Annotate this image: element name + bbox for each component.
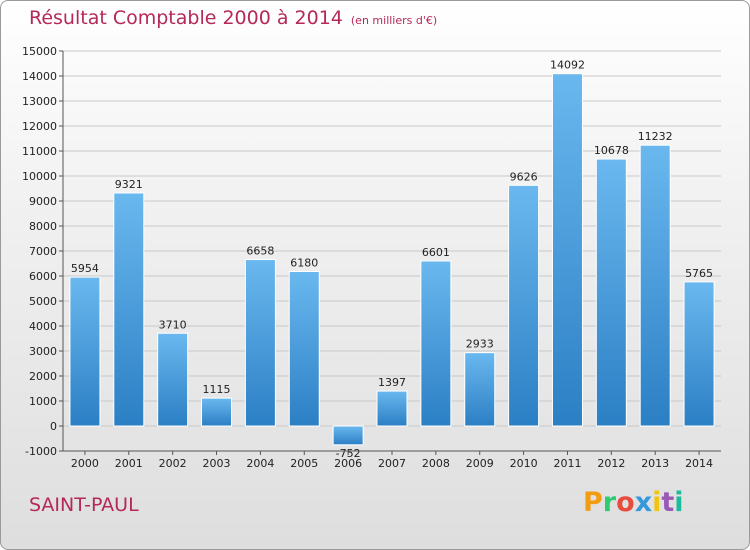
logo-letter: t (661, 487, 675, 518)
bar-2005 (288, 271, 320, 427)
bars (69, 73, 715, 446)
y-tick-label: 13000 (22, 95, 57, 108)
x-axis-ticks: 2000 2001 2002 2003 2004 2005 2006 2007 2008 2009… (71, 451, 713, 470)
x-tick-label-2002: 2002 (159, 457, 187, 470)
x-tick-label-2013: 2013 (641, 457, 669, 470)
x-tick-label-2001: 2001 (115, 457, 143, 470)
y-tick-label: 14000 (22, 70, 57, 83)
data-label-2012: 10678 (594, 144, 629, 157)
bar-2003 (201, 397, 233, 427)
x-tick-label-2007: 2007 (378, 457, 406, 470)
logo-letter: x (634, 487, 653, 518)
y-tick-label: 3000 (29, 345, 57, 358)
y-tick-label: 11000 (22, 145, 57, 158)
bar-2011 (551, 73, 583, 427)
y-tick-label: 0 (50, 420, 57, 433)
data-label-2013: 11232 (638, 130, 673, 143)
bar-2014 (683, 281, 715, 427)
x-tick-label-2011: 2011 (553, 457, 581, 470)
y-tick-label: -1000 (25, 445, 57, 458)
x-tick-label-2008: 2008 (422, 457, 450, 470)
data-label-2008: 6601 (422, 246, 450, 259)
x-tick-label-2003: 2003 (203, 457, 231, 470)
y-tick-label: 8000 (29, 220, 57, 233)
chart-title: Résultat Comptable 2000 à 2014 (en millie… (29, 7, 437, 29)
data-label-2002: 3710 (159, 318, 187, 331)
x-tick-label-2009: 2009 (466, 457, 494, 470)
y-tick-label: 6000 (29, 270, 57, 283)
bar-2000 (69, 276, 101, 427)
data-label-2007: 1397 (378, 376, 406, 389)
x-tick-label-2012: 2012 (597, 457, 625, 470)
y-tick-label: 1000 (29, 395, 57, 408)
bar-2007 (376, 390, 408, 427)
bar-2008 (420, 260, 452, 427)
city-name: SAINT-PAUL (29, 494, 139, 516)
bar-2006 (332, 425, 364, 446)
x-tick-label-2004: 2004 (246, 457, 274, 470)
y-tick-label: 9000 (29, 195, 57, 208)
bar-2009 (464, 352, 496, 427)
bar-2012 (595, 158, 627, 427)
data-label-2005: 6180 (290, 257, 318, 270)
data-label-2011: 14092 (550, 59, 585, 72)
y-tick-label: 2000 (29, 370, 57, 383)
x-tick-label-2006: 2006 (334, 457, 362, 470)
y-tick-label: 10000 (22, 170, 57, 183)
logo-letter: o (616, 487, 635, 518)
logo-letter: r (602, 487, 617, 518)
x-tick-label-2014: 2014 (685, 457, 713, 470)
logo-letter: i (652, 487, 662, 518)
x-tick-label-2010: 2010 (510, 457, 538, 470)
bar-2001 (113, 192, 145, 427)
proxiti-logo: Proxiti (583, 487, 684, 518)
x-tick-label-2005: 2005 (290, 457, 318, 470)
y-tick-label: 15000 (22, 45, 57, 58)
y-tick-label: 12000 (22, 120, 57, 133)
y-tick-label: 5000 (29, 295, 57, 308)
logo-letter: P (583, 487, 603, 518)
chart-title-text: Résultat Comptable 2000 à 2014 (29, 7, 343, 29)
y-tick-label: 7000 (29, 245, 57, 258)
data-label-2014: 5765 (685, 267, 713, 280)
bar-2002 (157, 332, 189, 427)
data-label-2001: 9321 (115, 178, 143, 191)
bar-2010 (508, 184, 540, 427)
chart-subtitle: (en milliers d'€) (350, 14, 438, 27)
data-label-2000: 5954 (71, 262, 99, 275)
bar-2013 (639, 144, 671, 427)
y-tick-label: 4000 (29, 320, 57, 333)
data-label-2003: 1115 (203, 383, 231, 396)
data-label-2010: 9626 (510, 170, 538, 183)
data-label-2009: 2933 (466, 338, 494, 351)
data-label-2004: 6658 (246, 245, 274, 258)
x-tick-label-2000: 2000 (71, 457, 99, 470)
logo-letter: i (674, 487, 684, 518)
bar-2004 (244, 259, 276, 427)
